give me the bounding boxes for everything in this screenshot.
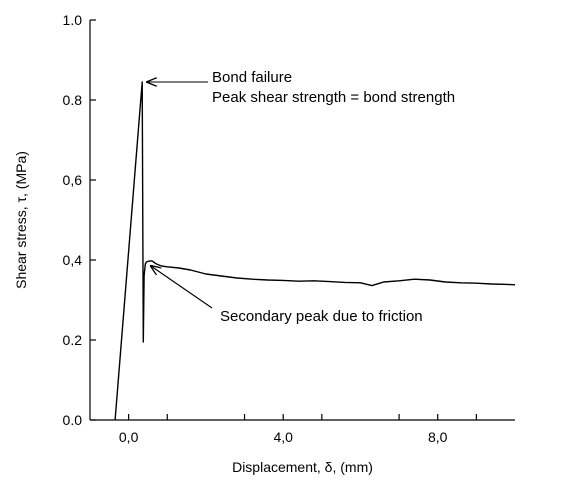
x-axis-label: Displacement, δ, (mm) — [232, 459, 373, 475]
x-tick-label: 4,0 — [273, 429, 293, 445]
x-ticks: 0,0 4,0 8,0 — [119, 414, 477, 445]
annotation-text: Secondary peak due to friction — [220, 308, 423, 325]
x-tick-label: 0,0 — [119, 429, 139, 445]
series-line — [114, 81, 516, 421]
y-tick-label: 1.0 — [63, 12, 83, 28]
y-tick-label: 0,4 — [63, 252, 83, 268]
y-axis-label: Shear stress, τ, (MPa) — [13, 151, 29, 289]
y-tick-label: 0,6 — [63, 172, 83, 188]
annotation-text: Bond failure — [212, 69, 292, 86]
y-tick-label: 0.2 — [63, 332, 83, 348]
axes-group — [89, 20, 515, 421]
annotation-arrow — [151, 266, 213, 309]
annotation-text: Peak shear strength = bond strength — [212, 89, 455, 106]
annotation-group: Bond failure Peak shear strength = bond s… — [147, 69, 455, 325]
y-ticks: 0.0 0.2 0,4 0,6 0.8 1.0 — [63, 12, 96, 428]
y-tick-label: 0.8 — [63, 92, 83, 108]
x-tick-label: 8,0 — [428, 429, 448, 445]
series-group — [114, 81, 516, 421]
y-tick-label: 0.0 — [63, 412, 83, 428]
